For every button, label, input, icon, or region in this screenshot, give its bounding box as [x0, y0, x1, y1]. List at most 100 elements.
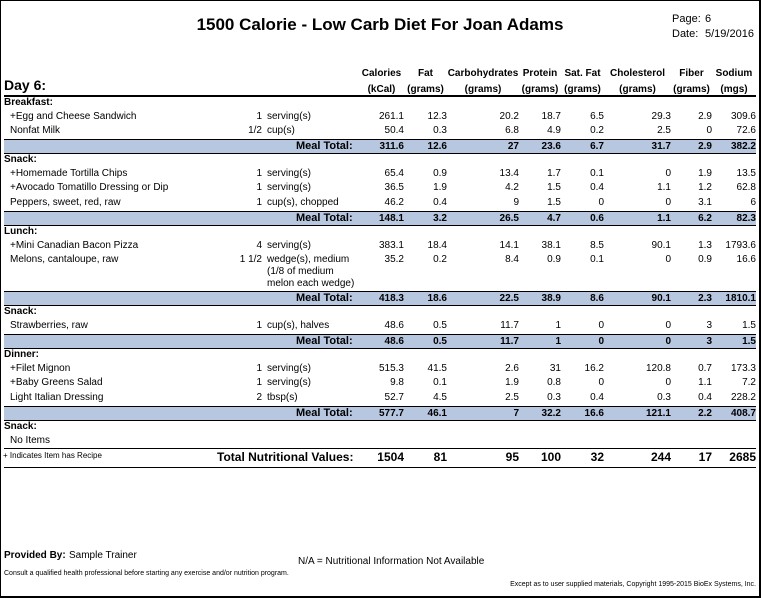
sodium-total: 382.2: [730, 141, 756, 152]
copyright-text: Except as to user supplied materials, Co…: [510, 581, 756, 588]
fiber-value: 1.9: [698, 168, 712, 179]
protein-value: 18.7: [541, 111, 561, 122]
sodium-value: 16.6: [736, 254, 756, 265]
protein-value: 1.7: [547, 168, 561, 179]
na-note: N/A = Nutritional Information Not Availa…: [298, 556, 485, 567]
sat-fat-value: 8.5: [590, 240, 604, 251]
carbohydrates-value: 8.4: [505, 254, 519, 265]
sat-fat-total: 0.6: [590, 213, 604, 224]
col-header-sat-fat: Sat. Fat (grams): [564, 68, 601, 95]
meal-total-bar: Meal Total: 577.7 46.1 7 32.2 16.6 121.1…: [4, 406, 756, 421]
meal-total-bar: Meal Total: 311.6 12.6 27 23.6 6.7 31.7 …: [4, 139, 756, 154]
carbohydrates-grand-total: 95: [505, 450, 519, 464]
col-header-protein: Protein (grams): [521, 68, 559, 95]
calories-value: 46.2: [384, 197, 404, 208]
fat-value: 0.4: [433, 197, 447, 208]
carbohydrates-value: 1.9: [505, 377, 519, 388]
protein-value: 0.9: [547, 254, 561, 265]
fat-value: 0.9: [433, 168, 447, 179]
food-unit: serving(s): [267, 363, 311, 374]
calories-grand-total: 1504: [377, 450, 404, 464]
food-unit: serving(s): [267, 111, 311, 122]
fat-total: 12.6: [427, 141, 447, 152]
calories-total: 148.1: [378, 213, 404, 224]
protein-value: 0.3: [547, 392, 561, 403]
section-label-snack: Snack:: [4, 306, 37, 317]
col-header-fiber: Fiber (grams): [673, 68, 710, 95]
sodium-total: 408.7: [730, 408, 756, 419]
divider: [4, 467, 756, 468]
calories-value: 261.1: [378, 111, 404, 122]
protein-value: 0.8: [547, 377, 561, 388]
sat-fat-total: 6.7: [590, 141, 604, 152]
food-unit: tbsp(s): [267, 392, 298, 403]
fiber-total: 2.2: [698, 408, 712, 419]
calories-total: 48.6: [384, 336, 404, 347]
fiber-value: 1.1: [698, 377, 712, 388]
fat-total: 3.2: [433, 213, 447, 224]
col-header-sodium: Sodium (mgs): [715, 68, 753, 95]
sat-fat-value: 0.1: [590, 254, 604, 265]
food-name: +Baby Greens Salad: [10, 377, 103, 388]
food-name: +Filet Mignon: [10, 363, 71, 374]
cholesterol-value: 2.5: [657, 125, 671, 136]
fat-value: 4.5: [433, 392, 447, 403]
cholesterol-value: 0: [665, 254, 671, 265]
food-quantity: 1: [256, 377, 262, 388]
meal-total-label: Meal Total:: [296, 292, 353, 304]
food-quantity: 1: [256, 168, 262, 179]
protein-value: 1: [555, 320, 561, 331]
protein-value: 4.9: [547, 125, 561, 136]
food-unit: serving(s): [267, 182, 311, 193]
protein-total: 32.2: [541, 408, 561, 419]
divider: [4, 448, 756, 449]
sodium-value: 1793.6: [725, 240, 756, 251]
fat-value: 12.3: [427, 111, 447, 122]
date-label: Date:: [672, 28, 699, 40]
col-header-cholesterol: Cholesterol (grams): [609, 68, 665, 95]
food-unit: serving(s): [267, 240, 311, 251]
calories-value: 65.4: [384, 168, 404, 179]
food-quantity: 4: [256, 240, 262, 251]
fiber-total: 2.3: [698, 293, 712, 304]
cholesterol-value: 90.1: [651, 240, 671, 251]
carbohydrates-value: 2.6: [505, 363, 519, 374]
cholesterol-grand-total: 244: [650, 450, 671, 464]
sat-fat-value: 0.1: [590, 168, 604, 179]
carbohydrates-value: 11.7: [500, 320, 519, 331]
page-number: 6: [705, 13, 712, 25]
carbohydrates-value: 20.2: [499, 111, 519, 122]
calories-value: 515.3: [378, 363, 404, 374]
cholesterol-total: 121.1: [645, 408, 671, 419]
meal-total-bar: Meal Total: 418.3 18.6 22.5 38.9 8.6 90.…: [4, 291, 756, 306]
cholesterol-total: 31.7: [651, 141, 671, 152]
section-label-dinner: Dinner:: [4, 349, 39, 360]
cholesterol-total: 0: [665, 336, 671, 347]
fiber-value: 0.7: [698, 363, 712, 374]
day-heading: Day 6:: [4, 77, 47, 93]
fiber-value: 3: [706, 320, 712, 331]
protein-value: 31: [549, 363, 561, 374]
provided-by-label: Provided By:: [4, 550, 66, 561]
food-quantity: 1: [256, 197, 262, 208]
food-quantity: 1 1/2: [239, 254, 262, 265]
food-unit: cup(s), halves: [267, 320, 330, 331]
sodium-value: 173.3: [730, 363, 756, 374]
carbohydrates-value: 14.1: [499, 240, 519, 251]
report-date: 5/19/2016: [705, 28, 754, 40]
section-label-snack: Snack:: [4, 154, 37, 165]
fiber-total: 3: [706, 336, 712, 347]
cholesterol-value: 0: [665, 377, 671, 388]
food-name: Light Italian Dressing: [10, 392, 104, 403]
food-row: Melons, cantaloupe, raw 1 1/2 wedge(s), …: [4, 254, 756, 290]
food-quantity: 1/2: [248, 125, 262, 136]
cholesterol-value: 120.8: [645, 363, 671, 374]
calories-value: 52.7: [384, 392, 404, 403]
cholesterol-value: 29.3: [651, 111, 671, 122]
sodium-value: 13.5: [736, 168, 756, 179]
food-name: Peppers, sweet, red, raw: [10, 197, 121, 208]
fat-value: 0.3: [433, 125, 447, 136]
fiber-value: 2.9: [698, 111, 712, 122]
carbohydrates-value: 4.2: [505, 182, 519, 193]
